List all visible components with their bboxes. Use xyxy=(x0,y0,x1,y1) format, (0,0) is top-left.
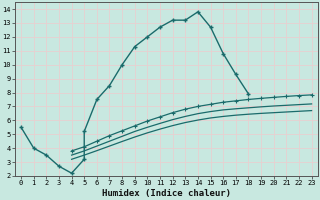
X-axis label: Humidex (Indice chaleur): Humidex (Indice chaleur) xyxy=(102,189,231,198)
